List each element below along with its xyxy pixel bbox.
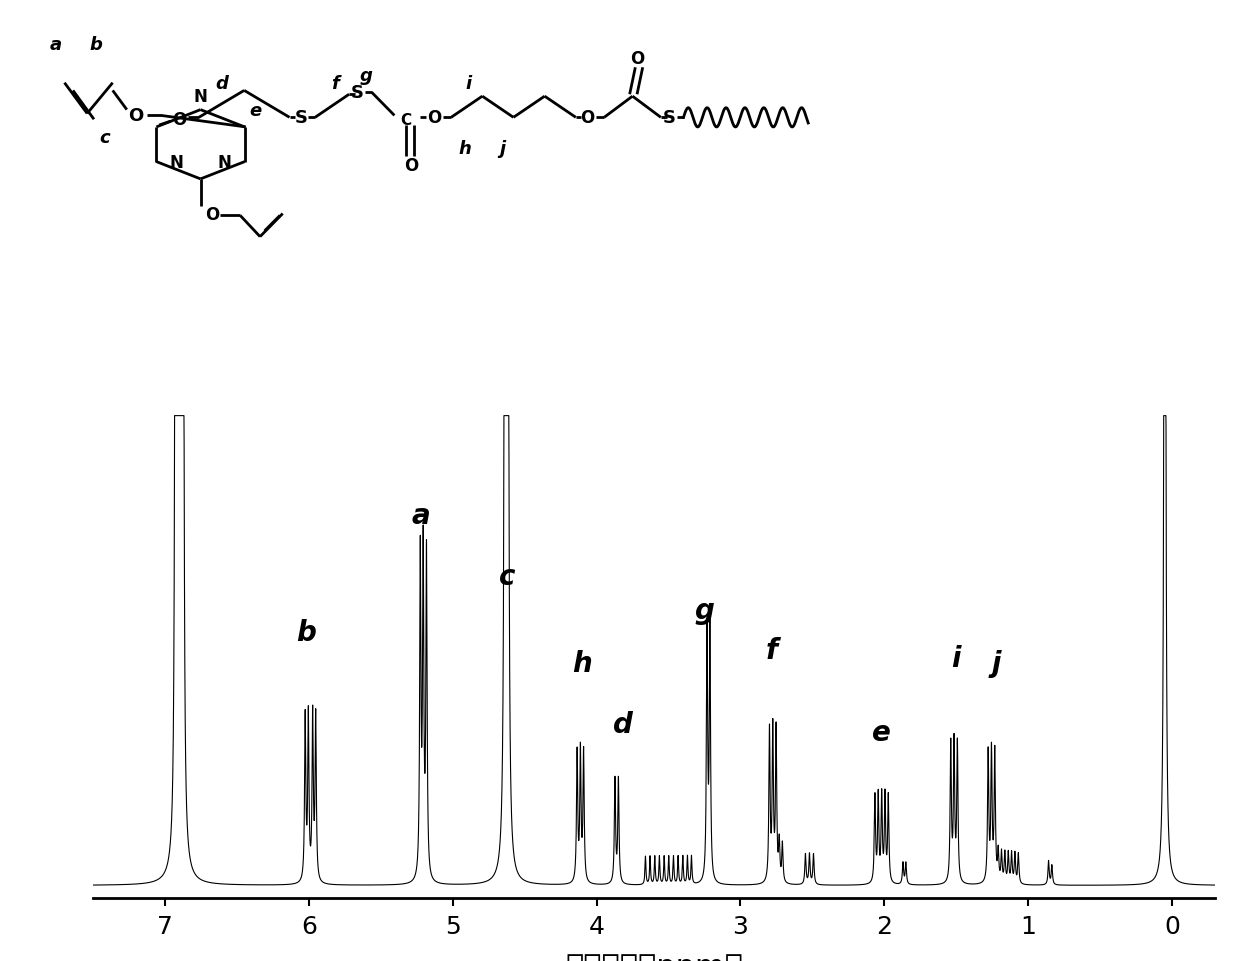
Text: S: S <box>294 110 308 127</box>
X-axis label: 化学位移（ppm）: 化学位移（ppm） <box>565 951 743 961</box>
Text: O: O <box>172 111 186 129</box>
Text: N: N <box>193 88 207 106</box>
Text: d: d <box>613 710 632 738</box>
Text: O: O <box>630 50 644 67</box>
Text: d: d <box>215 75 228 92</box>
Text: a: a <box>50 37 62 54</box>
Text: j: j <box>992 649 1001 677</box>
Text: h: h <box>459 140 471 158</box>
Text: O: O <box>580 110 594 127</box>
Text: S: S <box>351 85 365 102</box>
Text: i: i <box>465 75 471 92</box>
Text: O: O <box>427 110 441 127</box>
Text: C: C <box>401 112 412 128</box>
Text: h: h <box>573 649 591 677</box>
Text: S: S <box>663 110 676 127</box>
Text: N: N <box>218 154 232 171</box>
Text: O: O <box>128 108 143 125</box>
Text: g: g <box>360 67 372 85</box>
Text: c: c <box>500 562 516 590</box>
Text: c: c <box>99 129 109 146</box>
Text: g: g <box>694 597 714 625</box>
Text: f: f <box>766 636 779 664</box>
Text: j: j <box>498 140 505 158</box>
Text: e: e <box>249 102 262 119</box>
Text: a: a <box>412 502 430 530</box>
Text: i: i <box>951 645 961 673</box>
Text: b: b <box>89 37 102 54</box>
Text: e: e <box>872 719 890 747</box>
Text: O: O <box>404 158 419 175</box>
Text: N: N <box>169 154 184 171</box>
Text: b: b <box>296 619 316 647</box>
Text: f: f <box>331 75 339 92</box>
Text: O: O <box>205 206 219 223</box>
